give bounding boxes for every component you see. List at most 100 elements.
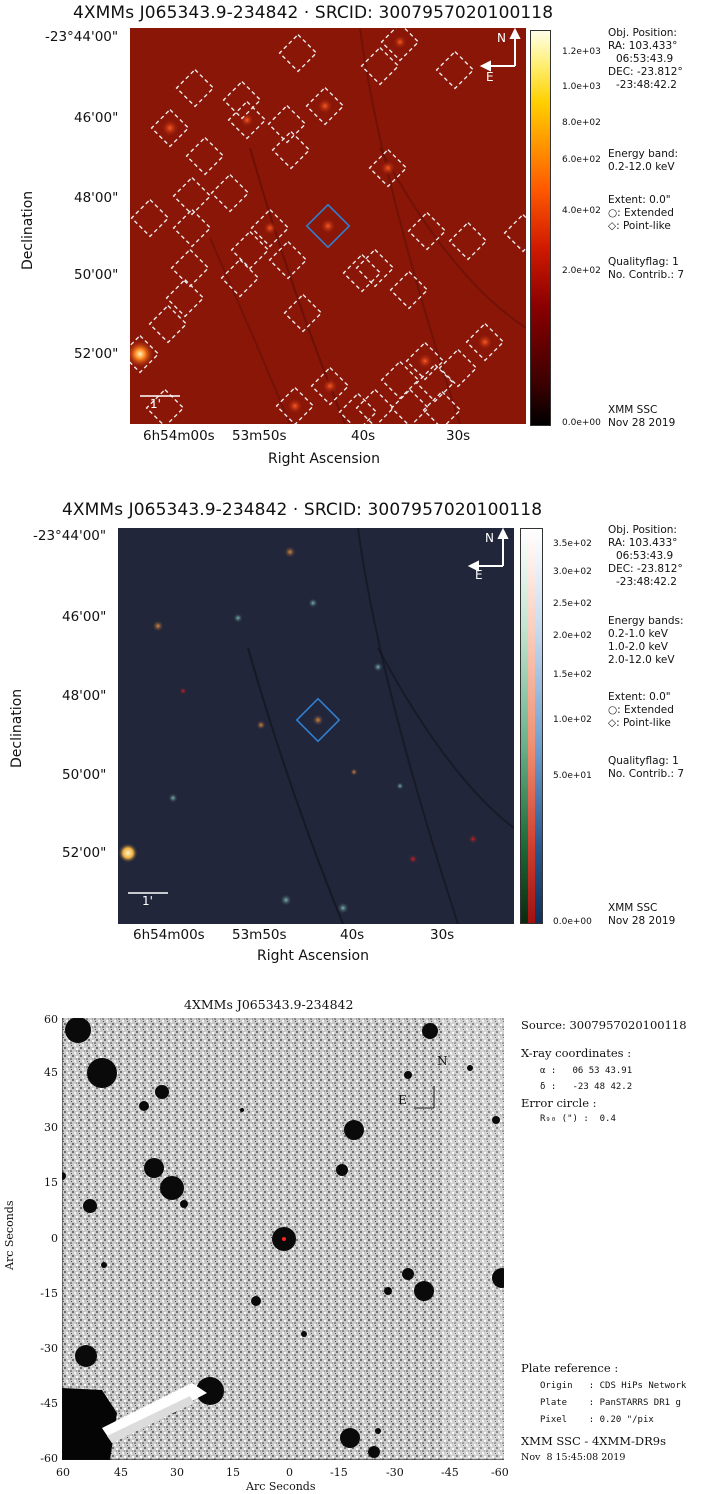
info-footer: XMM SSC Nov 28 2019 — [608, 902, 675, 928]
info-ra-sex: 06:53:43.9 — [616, 53, 674, 65]
footer-org: XMM SSC — [608, 902, 658, 914]
info-plate-title: Plate reference : — [521, 1361, 619, 1375]
x-tick: -30 — [386, 1466, 404, 1479]
colorbar-tick: 1.5e+02 — [553, 670, 592, 680]
colorbar-tick: 4.0e+02 — [562, 206, 601, 216]
compass-e-label: E — [486, 70, 494, 84]
x-axis-label: Arc Seconds — [246, 1480, 316, 1493]
scale-label: 1' — [142, 894, 153, 908]
x-tick: 45 — [114, 1466, 128, 1479]
info-pixel: Pixel : 0.20 "/pix — [540, 1415, 654, 1425]
footer-date: Nov 28 2019 — [608, 915, 676, 927]
info-dec-sex: -23:48:42.2 — [616, 79, 677, 91]
info-extent-value: Extent: 0.0" — [608, 194, 671, 206]
colorbar-tick: 1.0e+02 — [553, 715, 592, 725]
bright-source — [118, 843, 138, 863]
info-qualityflag: Qualityflag: 1 — [608, 256, 679, 268]
xray-position-marker — [282, 1237, 286, 1241]
info-alpha: α : 06 53 43.91 — [540, 1066, 633, 1076]
info-energy-band: 1.0-2.0 keV — [608, 641, 668, 653]
colorbar-tick: 1.0e+03 — [562, 82, 601, 92]
info-energy-title: Energy band: — [608, 148, 679, 160]
y-axis-label: Declination — [20, 190, 36, 270]
info-energy-title: Energy bands: — [608, 615, 684, 627]
compass-n-label: N — [497, 31, 506, 45]
panel-title: 4XMMs J065343.9-234842 — [184, 997, 354, 1012]
x-tick: 0 — [286, 1466, 293, 1479]
info-delta: δ : -23 48 42.2 — [540, 1082, 633, 1092]
info-footer: XMM SSC Nov 28 2019 — [608, 404, 675, 430]
dec-tick: -23°44'00" — [45, 29, 119, 45]
colorbar-tick: 8.0e+02 — [562, 118, 601, 128]
y-tick: -15 — [40, 1287, 58, 1300]
x-tick: 15 — [226, 1466, 240, 1479]
info-ra-sex: 06:53:43.9 — [616, 550, 674, 562]
x-tick: -15 — [330, 1466, 348, 1479]
x-tick: 60 — [56, 1466, 70, 1479]
footer-org: XMM SSC — [608, 404, 658, 416]
colorbar-tick: 6.0e+02 — [562, 155, 601, 165]
panel-title: 4XMMs J065343.9-234842 · SRCID: 30079570… — [62, 500, 543, 520]
info-dec-sex: -23:48:42.2 — [616, 576, 677, 588]
info-obj-position: Obj. Position: — [608, 27, 677, 39]
y-tick: -30 — [40, 1342, 58, 1355]
dec-tick: 48'00" — [74, 190, 119, 206]
y-tick: -60 — [40, 1452, 58, 1465]
dec-tick: 46'00" — [62, 609, 107, 625]
y-axis-label: Declination — [9, 688, 25, 768]
info-r90: R₉₀ (") : 0.4 — [540, 1114, 616, 1124]
x-axis-label: Right Ascension — [268, 451, 380, 467]
colorbar-tick: 3.5e+02 — [553, 539, 592, 549]
dec-tick: 52'00" — [74, 346, 119, 362]
colorbar-tick: 0.0e+00 — [562, 418, 601, 428]
colorbar-tick: 2.0e+02 — [553, 631, 592, 641]
dec-tick: 52'00" — [62, 845, 107, 861]
dec-tick: 50'00" — [62, 767, 107, 783]
y-axis-label: Arc Seconds — [3, 1200, 16, 1270]
info-obj-position: Obj. Position: — [608, 524, 677, 536]
info-energy: Energy bands: 0.2-1.0 keV 1.0-2.0 keV 2.… — [608, 615, 684, 667]
ra-tick: 6h54m00s — [133, 927, 205, 943]
compass-icon — [414, 1086, 435, 1109]
info-origin: Origin : CDS HiPs Network — [540, 1381, 687, 1391]
selected-source-diamond[interactable] — [295, 697, 341, 743]
info-extent-value: Extent: 0.0" — [608, 691, 671, 703]
ra-tick: 40s — [340, 927, 365, 943]
info-contrib: No. Contrib.: 7 — [608, 269, 685, 281]
y-tick: 15 — [44, 1176, 58, 1189]
compass-icon — [467, 528, 509, 572]
compass-n-label: N — [485, 531, 494, 545]
info-plate: Plate : PanSTARRS DR1 g — [540, 1398, 681, 1408]
info-footer-org: XMM SSC - 4XMM-DR9s — [521, 1434, 666, 1448]
scale-label: 1' — [150, 397, 161, 411]
info-pointlike-legend: ◇: Point-like — [608, 717, 671, 729]
info-ra: RA: 103.433° — [608, 40, 678, 52]
dec-tick: 46'00" — [74, 110, 119, 126]
selected-source-diamond[interactable] — [305, 203, 351, 249]
info-footer-date: Nov 8 15:45:08 2019 — [521, 1452, 626, 1463]
info-error-title: Error circle : — [521, 1096, 597, 1110]
colorbar-tick: 2.5e+02 — [553, 599, 592, 609]
x-tick: 30 — [170, 1466, 184, 1479]
colorbar-tick: 1.2e+03 — [562, 47, 601, 57]
rgb-image[interactable] — [118, 528, 514, 924]
y-tick: -45 — [40, 1397, 58, 1410]
optical-image[interactable] — [62, 1018, 504, 1460]
footer-date: Nov 28 2019 — [608, 417, 676, 429]
info-contrib: No. Contrib.: 7 — [608, 768, 685, 780]
info-pointlike-legend: ◇: Point-like — [608, 220, 671, 232]
compass-n-label: N — [437, 1054, 448, 1068]
bright-source — [130, 340, 154, 368]
x-axis-label: Right Ascension — [257, 948, 369, 964]
x-tick: -60 — [491, 1466, 509, 1479]
colorbar-tick: 5.0e+01 — [553, 771, 592, 781]
heatmap-image[interactable] — [130, 28, 526, 424]
info-quality: Qualityflag: 1 No. Contrib.: 7 — [608, 256, 684, 282]
compass-icon — [479, 28, 521, 72]
ra-tick: 30s — [446, 428, 471, 444]
y-tick: 30 — [44, 1121, 58, 1134]
ra-tick: 53m50s — [232, 428, 287, 444]
ra-tick: 53m50s — [232, 927, 287, 943]
info-extended-legend: ○: Extended — [608, 207, 674, 219]
colorbar — [520, 528, 543, 924]
